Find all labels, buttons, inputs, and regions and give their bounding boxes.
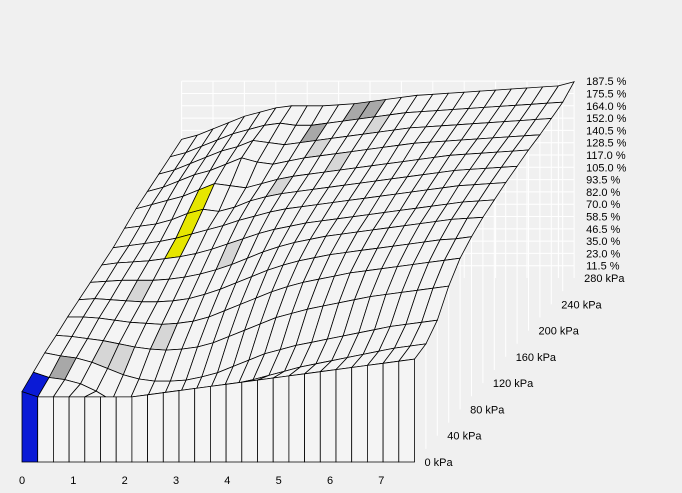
z-tick-label: 93.5 % [586, 175, 620, 187]
x-tick-label: 2 [122, 475, 128, 487]
y-axis: 0 kPa 40 kPa 80 kPa 120 kPa 160 kPa 200 kPa 24… [425, 273, 626, 469]
z-tick-label: 23.0 % [586, 248, 620, 260]
skirt-face [351, 364, 368, 463]
skirt-face [53, 396, 70, 463]
skirt-face [194, 385, 211, 463]
z-tick-label: 152.0 % [586, 113, 627, 125]
z-tick-label: 164.0 % [586, 101, 627, 113]
y-tick-label: 240 kPa [561, 299, 602, 311]
surface-mesh [21, 81, 575, 408]
skirt-face [241, 379, 258, 463]
x-tick-label: 3 [173, 475, 179, 487]
y-tick-label: 40 kPa [447, 431, 482, 443]
z-tick-label: 187.5 % [586, 76, 627, 88]
x-tick-label: 1 [70, 475, 76, 487]
z-axis: 11.5 %23.0 %35.0 %46.5 %58.5 %70.0 %82.0… [586, 76, 627, 273]
y-tick-label: 120 kPa [493, 378, 534, 390]
skirt-face [147, 392, 164, 463]
skirt-face [131, 394, 149, 463]
skirt-face [288, 373, 306, 463]
z-tick-label: 35.0 % [586, 236, 620, 248]
skirt-face [304, 371, 321, 463]
x-tick-label: 7 [378, 475, 384, 487]
skirt-face [382, 360, 400, 463]
z-tick-label: 175.5 % [586, 88, 627, 100]
x-tick-label: 0 [19, 475, 25, 487]
skirt-face [257, 377, 274, 463]
x-tick-label: 6 [327, 475, 333, 487]
skirt-face [37, 396, 54, 463]
z-tick-label: 46.5 % [586, 224, 620, 236]
z-tick-label: 70.0 % [586, 199, 620, 211]
skirt-face [115, 396, 133, 463]
y-tick-label: 200 kPa [539, 326, 580, 338]
front-skirt [21, 358, 415, 463]
y-tick-label: 280 kPa [584, 273, 625, 285]
z-tick-label: 58.5 % [586, 212, 620, 224]
skirt-face [335, 367, 353, 463]
y-tick-label: 160 kPa [516, 352, 557, 364]
skirt-face [209, 383, 227, 463]
z-tick-label: 105.0 % [586, 162, 627, 174]
skirt-face [178, 388, 196, 463]
skirt-face [225, 381, 243, 463]
z-tick-label: 11.5 % [586, 261, 620, 273]
x-axis: 0 1 2 3 4 5 6 7 [19, 475, 384, 487]
skirt-face [162, 390, 180, 463]
skirt-face [319, 369, 337, 463]
z-tick-label: 117.0 % [586, 150, 626, 162]
x-tick-label: 5 [276, 475, 282, 487]
y-tick-label: 0 kPa [425, 457, 454, 469]
z-tick-label: 140.5 % [586, 125, 627, 137]
x-tick-label: 4 [224, 475, 230, 487]
skirt-face [272, 375, 290, 463]
skirt-face [366, 362, 384, 463]
z-tick-label: 82.0 % [586, 187, 620, 199]
skirt-face [398, 358, 415, 463]
skirt-face [68, 396, 86, 463]
skirt-face [100, 396, 117, 463]
z-tick-label: 128.5 % [586, 138, 627, 150]
y-tick-label: 80 kPa [470, 404, 505, 416]
skirt-face [84, 396, 101, 463]
skirt-face [21, 391, 39, 463]
